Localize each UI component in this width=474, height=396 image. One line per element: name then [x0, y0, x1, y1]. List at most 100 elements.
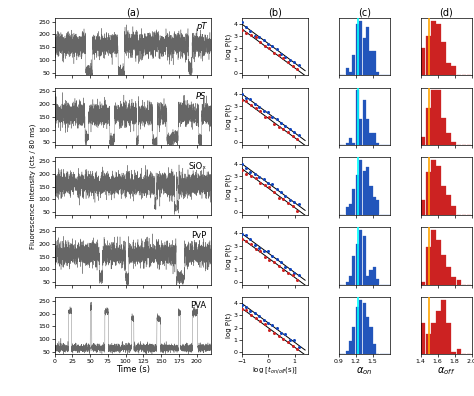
Bar — [426, 108, 430, 145]
Bar — [447, 195, 451, 215]
Bar — [349, 72, 352, 75]
Bar — [431, 230, 436, 285]
Bar — [421, 282, 426, 285]
Title: (a): (a) — [126, 7, 139, 17]
Text: SiOₓ: SiOₓ — [188, 162, 206, 171]
Bar — [373, 196, 376, 215]
Bar — [359, 119, 362, 145]
Bar — [447, 63, 451, 75]
Y-axis label: log P(t): log P(t) — [226, 34, 232, 59]
Bar — [431, 21, 436, 75]
Bar — [376, 143, 379, 145]
Bar — [436, 166, 441, 215]
Bar — [456, 349, 461, 354]
Bar — [369, 133, 373, 145]
Bar — [456, 280, 461, 285]
Bar — [359, 230, 362, 285]
Bar — [431, 90, 436, 145]
Bar — [346, 351, 349, 354]
Bar — [356, 90, 359, 145]
Y-axis label: Fluorescence Intensity (cts / 80 ms): Fluorescence Intensity (cts / 80 ms) — [29, 124, 36, 249]
Bar — [366, 276, 369, 285]
Bar — [451, 143, 456, 145]
Bar — [441, 42, 446, 75]
Bar — [363, 38, 366, 75]
Bar — [376, 72, 379, 75]
Bar — [369, 327, 373, 354]
Bar — [426, 334, 430, 354]
Bar — [366, 27, 369, 75]
Bar — [436, 24, 441, 75]
Bar — [369, 51, 373, 75]
Bar — [359, 21, 362, 75]
Bar — [349, 138, 352, 145]
Bar — [352, 327, 356, 354]
Bar — [373, 133, 376, 145]
Bar — [431, 160, 436, 215]
Bar — [352, 55, 356, 75]
Bar — [356, 244, 359, 285]
Bar — [441, 300, 446, 354]
Bar — [352, 189, 356, 215]
Bar — [447, 267, 451, 285]
Bar — [352, 143, 356, 145]
X-axis label: $\alpha_{off}$: $\alpha_{off}$ — [437, 365, 455, 377]
Bar — [441, 118, 446, 145]
Bar — [373, 51, 376, 75]
Bar — [436, 240, 441, 285]
Bar — [369, 186, 373, 215]
Bar — [356, 175, 359, 215]
Bar — [356, 307, 359, 354]
Bar — [369, 270, 373, 285]
Text: PS: PS — [196, 91, 206, 101]
Bar — [373, 344, 376, 354]
Y-axis label: log P(t): log P(t) — [226, 243, 232, 268]
Bar — [447, 133, 451, 145]
Bar — [359, 160, 362, 215]
Bar — [436, 311, 441, 354]
Bar — [352, 256, 356, 285]
Title: (c): (c) — [358, 7, 371, 17]
Bar — [359, 300, 362, 354]
Bar — [441, 186, 446, 215]
Bar — [356, 24, 359, 75]
Bar — [376, 200, 379, 215]
Title: (b): (b) — [268, 7, 282, 17]
Bar — [349, 341, 352, 354]
Bar — [426, 172, 430, 215]
Y-axis label: log P(t): log P(t) — [226, 104, 232, 129]
Bar — [426, 248, 430, 285]
Bar — [447, 323, 451, 354]
X-axis label: log [$t_{on/off}$(s)]: log [$t_{on/off}$(s)] — [252, 365, 298, 377]
X-axis label: $\alpha_{on}$: $\alpha_{on}$ — [356, 365, 373, 377]
Bar — [421, 48, 426, 75]
Bar — [366, 119, 369, 145]
Bar — [366, 317, 369, 354]
Bar — [346, 68, 349, 75]
Bar — [451, 277, 456, 285]
Bar — [349, 204, 352, 215]
Bar — [346, 143, 349, 145]
Y-axis label: log P(t): log P(t) — [226, 313, 232, 339]
Bar — [373, 267, 376, 285]
Bar — [363, 303, 366, 354]
Bar — [426, 36, 430, 75]
Bar — [366, 168, 369, 215]
Bar — [431, 323, 436, 354]
Bar — [441, 255, 446, 285]
Bar — [376, 279, 379, 285]
Bar — [421, 200, 426, 215]
Bar — [349, 276, 352, 285]
Text: PVA: PVA — [190, 301, 206, 310]
Bar — [363, 171, 366, 215]
Bar — [451, 206, 456, 215]
Bar — [421, 323, 426, 354]
Bar — [346, 208, 349, 215]
Text: pT: pT — [196, 22, 206, 31]
Bar — [436, 90, 441, 145]
Bar — [451, 66, 456, 75]
Text: PvP: PvP — [191, 231, 206, 240]
Y-axis label: log P(t): log P(t) — [226, 173, 232, 199]
Bar — [363, 236, 366, 285]
Bar — [363, 100, 366, 145]
